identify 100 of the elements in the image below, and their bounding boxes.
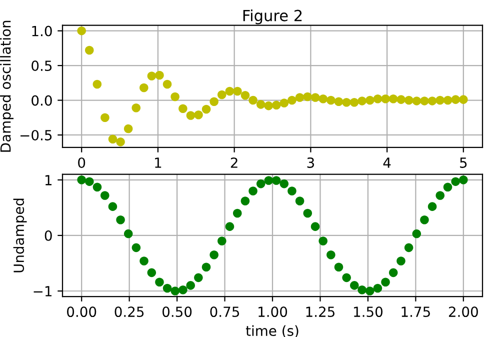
point — [342, 273, 351, 282]
point — [288, 186, 296, 196]
point — [77, 176, 86, 184]
point — [326, 250, 336, 260]
point — [240, 91, 250, 100]
point — [436, 96, 444, 105]
point — [303, 92, 312, 102]
x-tick-label: 1 — [155, 158, 162, 168]
point — [443, 182, 452, 192]
point — [77, 26, 86, 36]
point — [178, 104, 188, 113]
point — [108, 134, 118, 144]
point — [373, 284, 382, 293]
point — [366, 96, 374, 105]
point — [310, 222, 320, 231]
point — [280, 98, 289, 108]
point — [350, 98, 359, 107]
y-tick-label: 1 — [45, 175, 52, 186]
x-tick-label: 0 — [78, 157, 86, 168]
point — [334, 262, 344, 272]
point — [459, 95, 468, 104]
point — [420, 216, 429, 224]
point — [210, 97, 218, 106]
point — [140, 83, 148, 92]
point — [225, 222, 234, 231]
point — [459, 176, 468, 184]
y-tick-label: 0 — [44, 230, 52, 241]
y-tick-label: 1.0 — [32, 26, 52, 36]
point — [147, 72, 156, 80]
point — [218, 236, 226, 246]
point — [124, 124, 133, 134]
point — [381, 278, 390, 287]
point — [272, 176, 281, 185]
point — [280, 179, 289, 188]
point — [396, 256, 406, 266]
y-tick-label: 0.0 — [32, 95, 52, 106]
point — [232, 208, 242, 218]
point — [326, 96, 336, 105]
point — [85, 177, 94, 186]
x-tick-label: 0.75 — [210, 306, 240, 318]
point — [318, 94, 328, 104]
point — [256, 100, 266, 109]
point — [124, 229, 133, 238]
point — [162, 284, 172, 293]
x-tick-label: 5 — [460, 158, 467, 168]
point — [443, 96, 452, 105]
point — [240, 196, 250, 206]
point — [147, 268, 156, 278]
point — [288, 96, 296, 105]
point — [100, 113, 110, 122]
point — [116, 216, 125, 224]
point — [436, 191, 445, 200]
y-tick-label: −1 — [34, 286, 52, 296]
point — [248, 186, 258, 196]
point — [116, 138, 125, 146]
point — [132, 243, 141, 252]
point — [295, 93, 304, 102]
point — [451, 177, 460, 186]
x-tick-label: 3 — [307, 157, 314, 168]
point — [132, 104, 141, 112]
x-tick-label: 1.00 — [258, 306, 288, 318]
point — [412, 96, 422, 106]
point — [388, 94, 398, 104]
y-tick-label: −0.5 — [20, 130, 52, 140]
point — [170, 286, 180, 296]
point — [92, 80, 102, 89]
point — [186, 111, 196, 120]
point — [396, 95, 406, 104]
point — [428, 96, 437, 106]
point — [248, 96, 258, 105]
point — [334, 97, 344, 106]
point — [272, 100, 281, 110]
y-axis-title: Damped oscillation — [0, 20, 14, 152]
point — [412, 229, 422, 238]
point — [162, 80, 172, 89]
x-tick-label: 4 — [383, 158, 391, 168]
point — [342, 98, 351, 107]
point — [256, 179, 266, 188]
x-tick-label: 1.25 — [306, 306, 334, 318]
x-tick-label: 2.00 — [448, 306, 478, 318]
point — [186, 281, 195, 290]
x-tick-label: 0.25 — [114, 306, 144, 318]
point — [155, 278, 164, 287]
point — [404, 243, 414, 252]
point — [358, 286, 366, 294]
x-tick-label: 2 — [230, 157, 238, 168]
point — [108, 202, 118, 211]
point — [318, 236, 328, 246]
x-tick-label: 1.75 — [402, 306, 430, 318]
point — [373, 94, 382, 104]
point — [217, 90, 226, 100]
point — [194, 110, 203, 120]
point — [350, 281, 359, 290]
point — [428, 202, 437, 211]
point — [404, 96, 414, 105]
x-tick-label: 0.00 — [67, 306, 96, 318]
point — [310, 93, 320, 102]
point — [225, 86, 234, 96]
point — [233, 86, 242, 96]
point — [84, 46, 94, 55]
